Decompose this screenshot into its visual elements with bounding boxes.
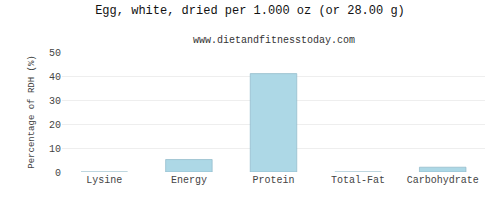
svg-text:Percentage of RDH (%): Percentage of RDH (%) (27, 55, 37, 168)
svg-text:Total-Fat: Total-Fat (331, 175, 385, 186)
svg-text:30: 30 (49, 96, 61, 107)
svg-text:40: 40 (49, 72, 61, 83)
svg-text:Carbohydrate: Carbohydrate (407, 175, 479, 186)
svg-text:Egg, white, dried per 1.000 oz: Egg, white, dried per 1.000 oz (or 28.00… (95, 4, 405, 18)
svg-text:Lysine: Lysine (86, 175, 122, 186)
svg-text:50: 50 (49, 48, 61, 59)
svg-text:0: 0 (55, 168, 61, 179)
svg-text:10: 10 (49, 144, 61, 155)
svg-text:Energy: Energy (171, 175, 207, 186)
svg-text:Protein: Protein (252, 175, 294, 186)
svg-text:www.dietandfitnesstoday.com: www.dietandfitnesstoday.com (193, 35, 355, 46)
svg-text:20: 20 (49, 120, 61, 131)
